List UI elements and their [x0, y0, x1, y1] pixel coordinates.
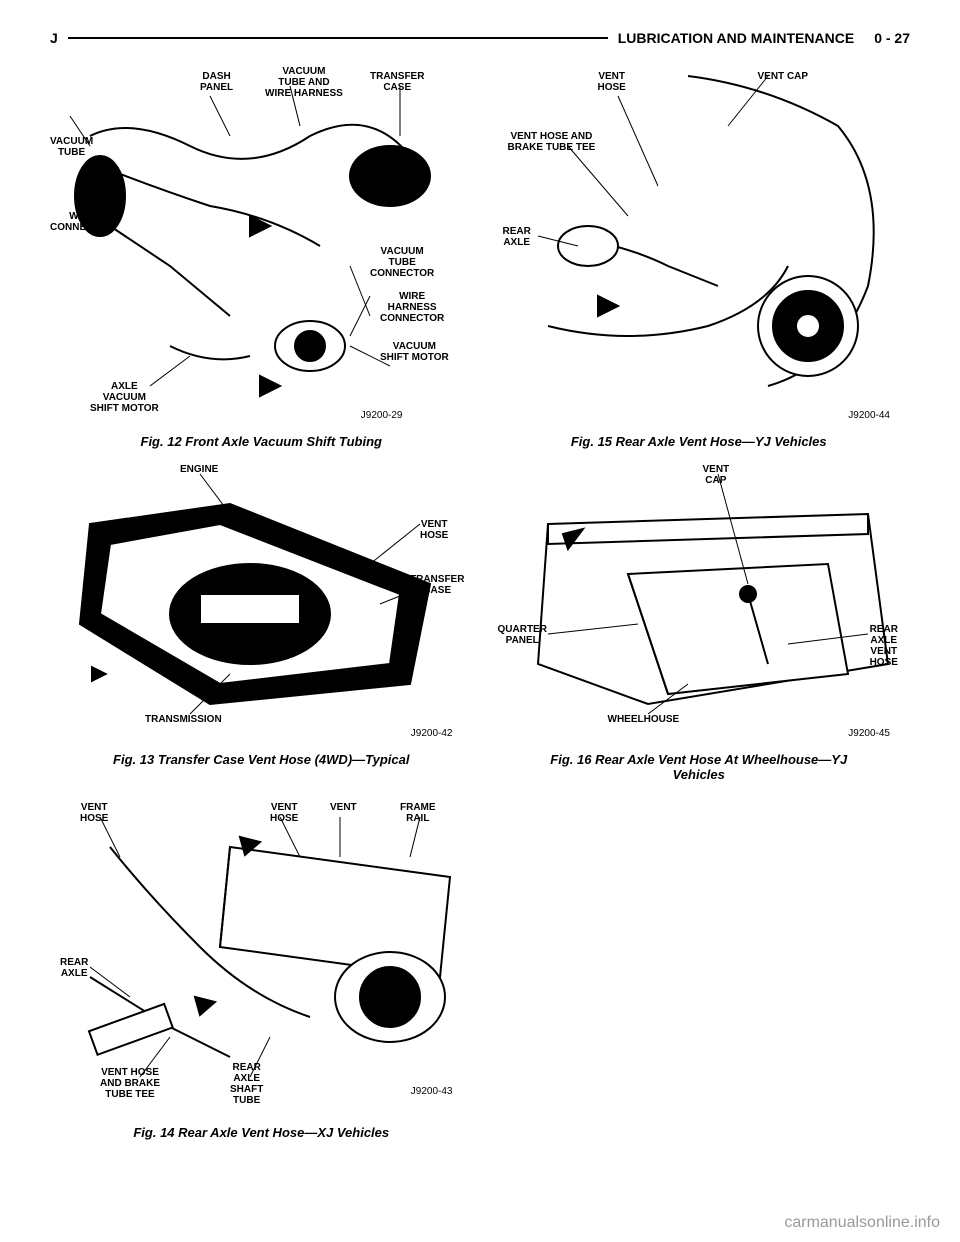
fig13-svg — [50, 464, 480, 744]
label-dash-panel: DASHPANEL — [200, 71, 233, 93]
fig14-refnum: J9200-43 — [411, 1086, 453, 1097]
label-rear-axle: REARAXLE — [503, 226, 531, 248]
label-transfer-case: TRANSFERCASE — [410, 574, 464, 596]
label-axle-vacuum: AXLEVACUUMSHIFT MOTOR — [90, 381, 159, 414]
fig16-caption: Fig. 16 Rear Axle Vent Hose At Wheelhous… — [550, 752, 847, 782]
label-engine: ENGINE — [180, 464, 218, 475]
label-vac-shift-motor: VACUUMSHIFT MOTOR — [380, 341, 449, 363]
figure-12-diagram: DASHPANEL VACUUMTUBE ANDWIRE HARNESS TRA… — [50, 66, 473, 426]
label-vent-hose-r: VENTHOSE — [270, 802, 298, 824]
figure-14: VENTHOSE VENTHOSE VENT FRAMERAIL REARAXL… — [50, 797, 473, 1140]
label-vent-hose-l: VENTHOSE — [80, 802, 108, 824]
watermark: carmanualsonline.info — [784, 1214, 940, 1232]
figure-15-diagram: VENTHOSE VENT CAP VENT HOSE ANDBRAKE TUB… — [488, 66, 911, 426]
figure-13-diagram: ENGINE VENTHOSE TRANSFERCASE TRANSMISSIO… — [50, 464, 473, 744]
label-vent-hose: VENTHOSE — [598, 71, 626, 93]
label-vent-cap: VENTCAP — [703, 464, 730, 486]
label-vacuum-tube: VACUUMTUBE — [50, 136, 93, 158]
label-quarter-panel: QUARTERPANEL — [498, 624, 547, 646]
header-page: 0 - 27 — [874, 30, 910, 46]
fig15-svg — [488, 66, 918, 426]
fig16-svg — [488, 464, 918, 744]
fig16-refnum: J9200-45 — [848, 728, 890, 739]
fig12-caption: Fig. 12 Front Axle Vacuum Shift Tubing — [141, 434, 382, 449]
content-grid: DASHPANEL VACUUMTUBE ANDWIRE HARNESS TRA… — [0, 56, 960, 1150]
header-rule — [68, 37, 608, 39]
label-rear-axle-vent: REAR AXLEVENTHOSE — [858, 624, 911, 668]
label-vent-brake: VENT HOSE ANDBRAKE TUBE TEE — [508, 131, 596, 153]
label-transmission: TRANSMISSION — [145, 714, 222, 725]
label-rear-axle: REARAXLE — [60, 957, 88, 979]
label-vent-brake: VENT HOSEAND BRAKETUBE TEE — [100, 1067, 160, 1100]
label-vent-hose: VENTHOSE — [420, 519, 448, 541]
label-vacuum-tube-wire: VACUUMTUBE ANDWIRE HARNESS — [265, 66, 343, 99]
label-wire-harn-conn: WIREHARNESSCONNECTOR — [380, 291, 444, 324]
label-vent-cap: VENT CAP — [758, 71, 809, 82]
fig15-caption: Fig. 15 Rear Axle Vent Hose—YJ Vehicles — [571, 434, 827, 449]
figure-15: VENTHOSE VENT CAP VENT HOSE ANDBRAKE TUB… — [488, 66, 911, 449]
figure-12: DASHPANEL VACUUMTUBE ANDWIRE HARNESS TRA… — [50, 66, 473, 449]
fig13-refnum: J9200-42 — [411, 728, 453, 739]
figure-16: VENTCAP QUARTERPANEL REAR AXLEVENTHOSE W… — [488, 464, 911, 782]
fig12-refnum: J9200-29 — [361, 410, 403, 421]
figure-14-diagram: VENTHOSE VENTHOSE VENT FRAMERAIL REARAXL… — [50, 797, 473, 1117]
label-vac-tube-conn: VACUUMTUBECONNECTOR — [370, 246, 434, 279]
header-left: J — [50, 30, 58, 46]
fig15-refnum: J9200-44 — [848, 410, 890, 421]
fig13-caption: Fig. 13 Transfer Case Vent Hose (4WD)—Ty… — [113, 752, 409, 767]
figure-16-diagram: VENTCAP QUARTERPANEL REAR AXLEVENTHOSE W… — [488, 464, 911, 744]
label-rear-axle-shaft: REARAXLESHAFTTUBE — [230, 1062, 263, 1106]
page-header: J LUBRICATION AND MAINTENANCE 0 - 27 — [0, 0, 960, 56]
label-frame-rail: FRAMERAIL — [400, 802, 436, 824]
figure-13: ENGINE VENTHOSE TRANSFERCASE TRANSMISSIO… — [50, 464, 473, 782]
label-transfer-case: TRANSFERCASE — [370, 71, 424, 93]
header-title: LUBRICATION AND MAINTENANCE — [618, 30, 854, 46]
label-wheelhouse: WHEELHOUSE — [608, 714, 680, 725]
fig14-caption: Fig. 14 Rear Axle Vent Hose—XJ Vehicles — [133, 1125, 389, 1140]
label-wire-conn: WIRECONNECTOR — [50, 211, 114, 233]
label-vent: VENT — [330, 802, 357, 813]
